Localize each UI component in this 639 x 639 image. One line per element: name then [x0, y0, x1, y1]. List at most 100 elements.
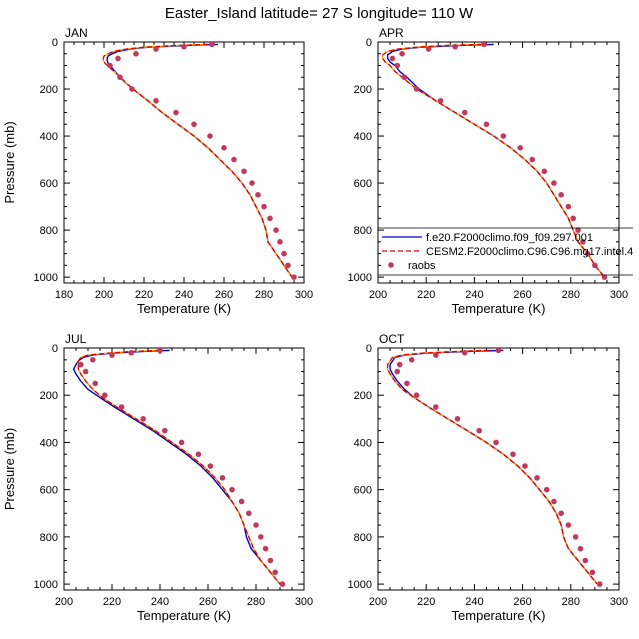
series-cesm2-dashes: [102, 43, 293, 278]
raobs-point: [153, 46, 159, 52]
x-tick-label: 240: [465, 289, 483, 301]
panel-jul: 200 220 240 260 280 300 0 200 400 600 800 1000 JUL Te…: [2, 332, 313, 623]
raobs-point: [191, 121, 197, 128]
raobs-point: [394, 62, 401, 69]
y-tick-label: 0: [366, 37, 372, 49]
x-tick-label: 180: [55, 289, 73, 301]
x-tick-label: 280: [562, 289, 580, 301]
y-tick-label: 0: [366, 343, 372, 355]
raobs-point: [291, 274, 297, 280]
raobs-point: [273, 227, 279, 233]
y-tick-label: 600: [354, 485, 372, 497]
x-tick-label: 240: [465, 596, 483, 608]
raobs-point: [118, 404, 125, 410]
x-tick-label: 280: [562, 596, 580, 608]
raobs-point: [181, 43, 187, 50]
series-group: [72, 348, 286, 587]
raobs-point: [231, 156, 237, 163]
y-tick-label: 600: [354, 178, 372, 190]
series-cesm2-line: [102, 43, 293, 278]
series-cesm2-line: [77, 349, 281, 585]
y-tick-label: 400: [354, 131, 372, 143]
raobs-point: [495, 348, 502, 354]
raobs-point: [572, 534, 579, 540]
panel-jan: 180 200 220 240 260 280 300 0 200 400 600 800 1000 JA…: [2, 26, 313, 316]
x-tick-label: 240: [175, 289, 193, 301]
x-tick-label: 280: [247, 596, 265, 608]
raobs-point: [162, 427, 168, 434]
series-raobs: [107, 42, 297, 280]
raobs-point: [584, 250, 591, 257]
y-tick-label: 400: [40, 131, 58, 143]
raobs-point: [109, 352, 115, 358]
panel-label: JUL: [65, 332, 87, 346]
figure-title: Easter_Island latitude= 27 S longitude= …: [165, 5, 474, 22]
series-cesm2-dashes: [386, 349, 598, 585]
series-group: [386, 348, 603, 587]
x-tick-label: 220: [417, 289, 435, 301]
y-axis-label: Pressure (mb): [2, 121, 17, 203]
raobs-point: [255, 192, 261, 198]
raobs-point: [238, 498, 245, 505]
raobs-point: [207, 133, 213, 139]
x-axis-label: Temperature (K): [137, 301, 231, 316]
raobs-point: [425, 46, 432, 52]
raobs-point: [78, 361, 84, 368]
raobs-point: [534, 475, 540, 481]
raobs-point: [117, 74, 123, 81]
x-axis-label: Temperature (K): [452, 608, 546, 623]
series-cesm2-dashes: [77, 349, 281, 585]
raobs-point: [173, 109, 179, 116]
series-f-e20-line: [389, 349, 598, 585]
panel-label: OCT: [379, 332, 405, 346]
legend-label: raobs: [408, 260, 436, 272]
raobs-point: [483, 121, 490, 128]
raobs-point: [272, 569, 279, 576]
x-tick-label: 300: [610, 289, 628, 301]
raobs-point: [510, 451, 516, 458]
raobs-point: [219, 475, 226, 481]
series-raobs: [394, 348, 603, 587]
raobs-point: [128, 349, 134, 356]
raobs-point: [253, 522, 259, 528]
raobs-point: [102, 392, 108, 399]
y-tick-label: 200: [40, 84, 58, 96]
y-tick-label: 1000: [348, 579, 372, 591]
y-tick-label: 800: [354, 532, 372, 544]
raobs-point: [267, 557, 274, 564]
raobs-point: [129, 86, 135, 92]
raobs-point: [221, 145, 227, 151]
raobs-point: [565, 522, 572, 528]
raobs-point: [454, 416, 461, 422]
raobs-point: [461, 109, 468, 116]
y-tick-label: 600: [40, 178, 58, 190]
raobs-point: [389, 55, 396, 62]
legend-label: f.e20.F2000climo.f09_f09.297.001: [426, 232, 593, 244]
y-tick-label: 400: [354, 437, 372, 449]
x-tick-label: 200: [55, 596, 73, 608]
x-tick-label: 260: [215, 289, 233, 301]
x-tick-label: 200: [95, 289, 113, 301]
series-f-e20-line: [72, 349, 281, 585]
x-tick-label: 220: [417, 596, 435, 608]
legend: f.e20.F2000climo.f09_f09.297.001 CESM2.F2…: [378, 227, 633, 276]
y-tick-label: 0: [52, 37, 58, 49]
raobs-point: [543, 486, 550, 493]
series-f-e20-line: [106, 43, 293, 278]
raobs-point: [565, 203, 572, 210]
raobs-point: [493, 439, 499, 446]
raobs-point: [90, 357, 96, 363]
raobs-point: [82, 368, 89, 375]
raobs-point: [115, 55, 121, 62]
panel-oct: 200 220 240 260 280 300 0 200 400 600 800 1000 OCT Te…: [348, 332, 629, 623]
raobs-point: [551, 180, 557, 186]
raobs-point: [262, 545, 269, 552]
raobs-point: [277, 239, 283, 245]
y-tick-label: 200: [40, 390, 58, 402]
series-group: [382, 42, 608, 280]
y-tick-label: 1000: [34, 579, 58, 591]
raobs-point: [133, 50, 139, 57]
y-tick-label: 800: [40, 225, 58, 237]
raobs-point: [261, 203, 267, 210]
series-cesm2-dashes: [382, 43, 606, 278]
